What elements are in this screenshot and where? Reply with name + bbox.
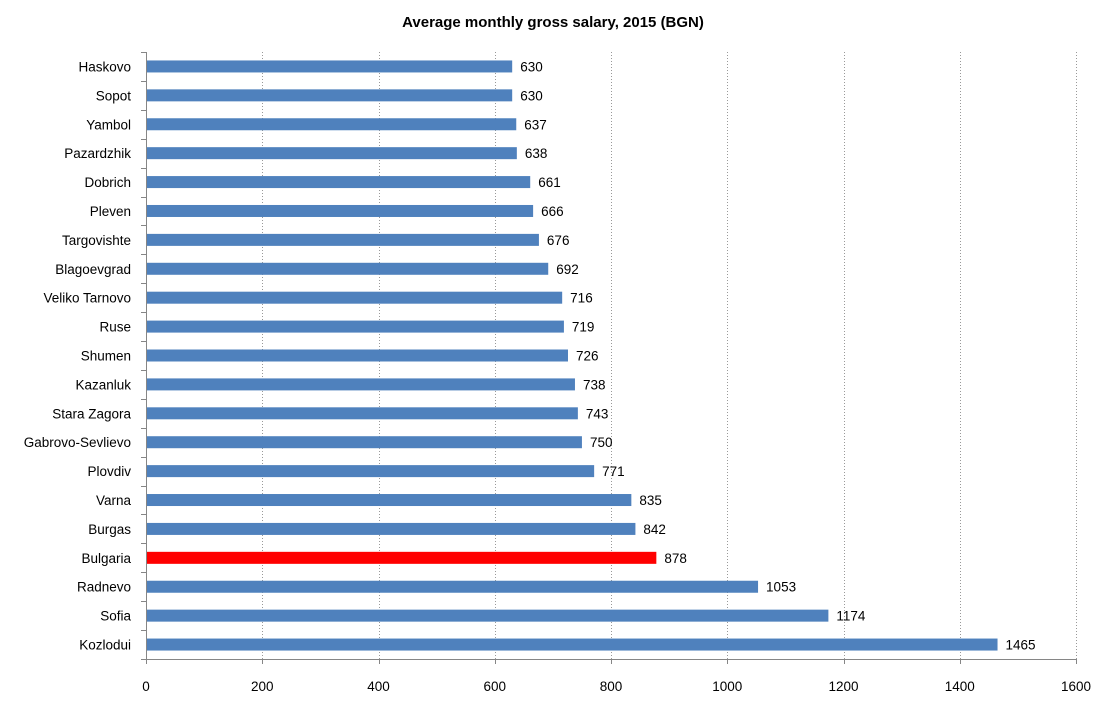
value-label: 738 [583, 377, 606, 392]
axes: 0 200 400 600 800 1000 1200 1400 1600 [141, 52, 1091, 694]
category-label: Yambol [86, 117, 131, 132]
bar [147, 147, 517, 160]
bar [147, 407, 578, 420]
bar [147, 291, 563, 304]
x-tick-label: 1400 [945, 679, 975, 694]
labels: Haskovo 630 Sopot 630 Yambol 637 Pazardzhik 638… [24, 59, 1036, 652]
value-label: 750 [590, 435, 613, 450]
bar [147, 204, 534, 217]
value-label: 726 [576, 349, 599, 364]
value-label: 716 [570, 291, 593, 306]
category-label: Pazardzhik [64, 146, 131, 161]
bar [147, 465, 595, 478]
x-tick-label: 400 [367, 679, 390, 694]
value-label: 878 [664, 551, 687, 566]
bar [147, 118, 517, 131]
bar [147, 580, 759, 593]
value-label: 842 [643, 522, 666, 537]
value-label: 637 [524, 117, 547, 132]
value-label: 638 [525, 146, 548, 161]
category-label: Blagoevgrad [55, 262, 131, 277]
category-label: Ruse [99, 320, 131, 335]
x-tick-label: 1200 [828, 679, 858, 694]
category-label: Kazanluk [75, 377, 131, 392]
category-label: Radnevo [77, 580, 131, 595]
category-label: Haskovo [78, 59, 131, 74]
value-label: 771 [602, 464, 625, 479]
value-label: 743 [586, 406, 609, 421]
category-label: Sopot [96, 88, 132, 103]
value-label: 692 [556, 262, 579, 277]
category-label: Gabrovo-Sevlievo [24, 435, 131, 450]
value-label: 835 [639, 493, 662, 508]
value-label: 1053 [766, 580, 796, 595]
bar [147, 638, 998, 651]
bar-highlight [147, 551, 657, 564]
value-label: 1174 [836, 609, 866, 624]
category-label: Shumen [81, 349, 131, 364]
bar [147, 349, 568, 362]
x-tick-label: 1600 [1061, 679, 1091, 694]
category-label: Varna [96, 493, 132, 508]
category-label: Veliko Tarnovo [43, 291, 131, 306]
category-label: Bulgaria [81, 551, 131, 566]
bar [147, 378, 575, 391]
category-label: Pleven [90, 204, 131, 219]
value-label: 676 [547, 233, 570, 248]
value-label: 630 [520, 88, 543, 103]
bars [147, 60, 998, 651]
bar [147, 233, 539, 246]
bar [147, 494, 632, 507]
category-label: Stara Zagora [52, 406, 131, 421]
bar [147, 262, 549, 275]
x-tick-label: 0 [142, 679, 150, 694]
x-tick-label: 200 [251, 679, 274, 694]
bar [147, 436, 582, 449]
bar [147, 609, 829, 622]
category-label: Dobrich [84, 175, 131, 190]
category-label: Burgas [88, 522, 131, 537]
value-label: 719 [572, 320, 595, 335]
category-label: Plovdiv [87, 464, 131, 479]
bar [147, 60, 513, 73]
value-label: 661 [538, 175, 561, 190]
bar [147, 176, 531, 189]
x-tick-label: 600 [483, 679, 506, 694]
category-label: Kozlodui [79, 638, 131, 653]
chart-title: Average monthly gross salary, 2015 (BGN) [402, 14, 704, 31]
bar [147, 522, 636, 535]
category-label: Sofia [100, 609, 131, 624]
x-tick-label: 1000 [712, 679, 742, 694]
value-label: 1465 [1006, 638, 1036, 653]
bar [147, 89, 513, 102]
value-label: 666 [541, 204, 564, 219]
x-tick-label: 800 [600, 679, 623, 694]
value-label: 630 [520, 59, 543, 74]
category-label: Targovishte [62, 233, 131, 248]
bar [147, 320, 564, 333]
